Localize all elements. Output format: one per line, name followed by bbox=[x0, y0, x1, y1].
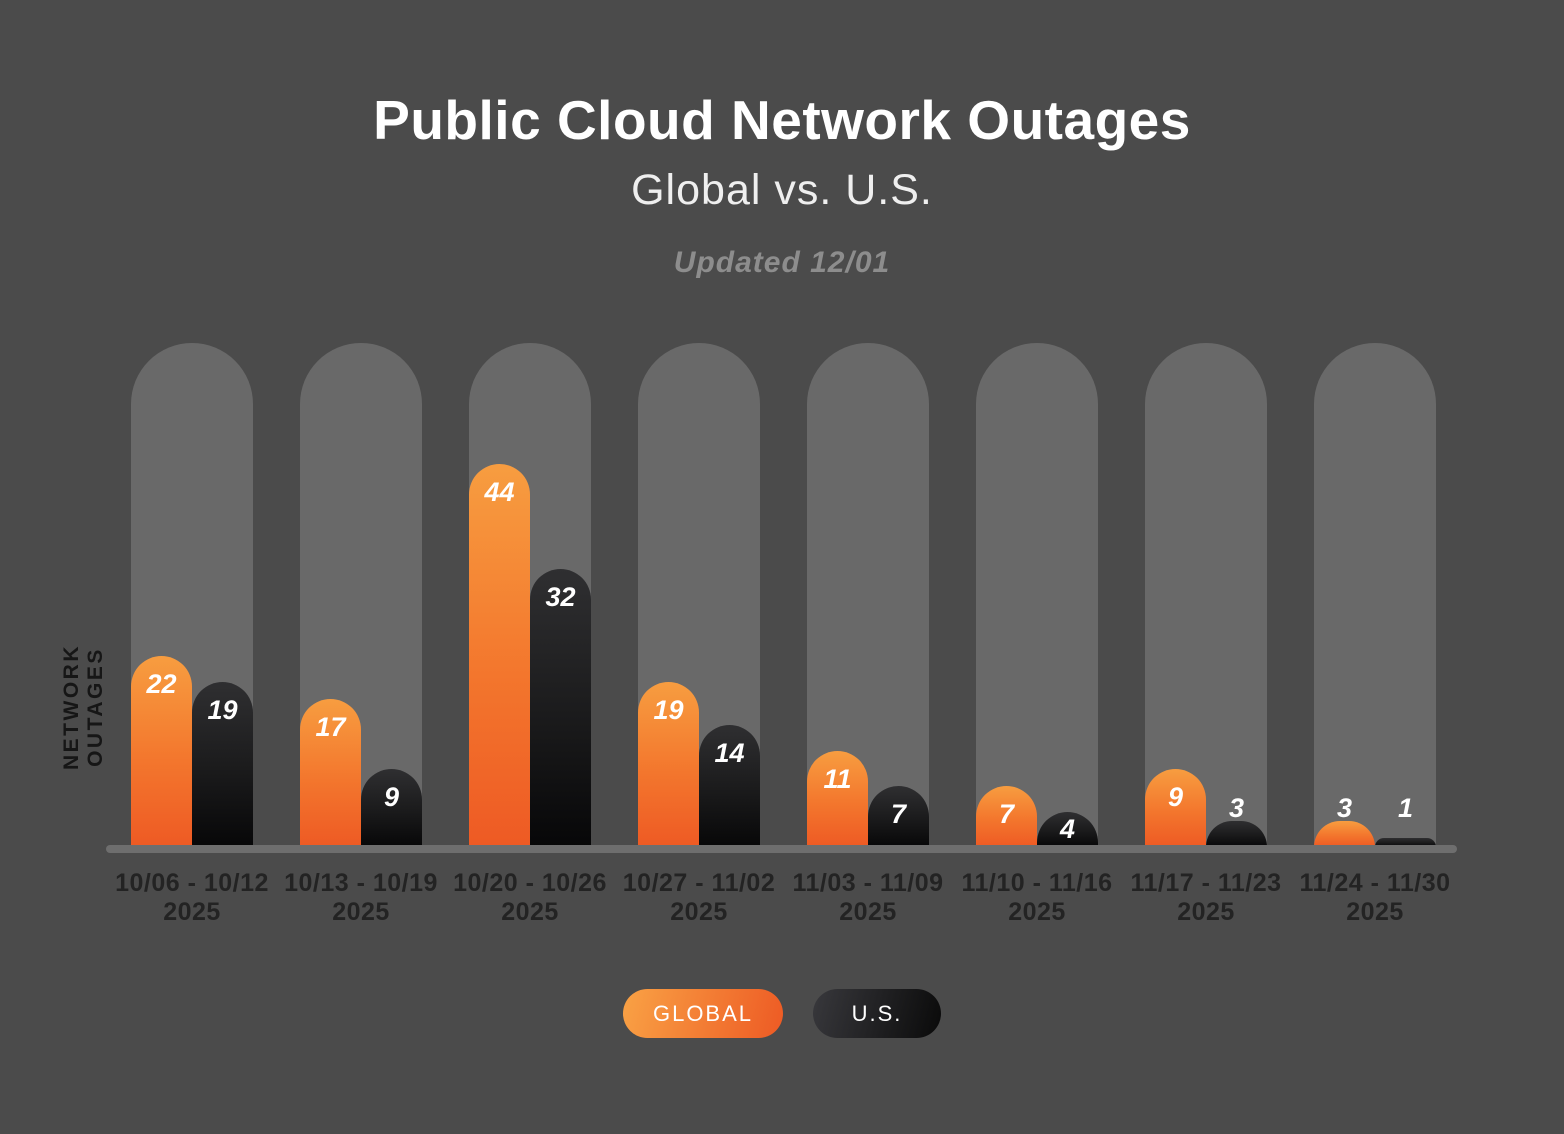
bar-us bbox=[1375, 838, 1436, 847]
value-label-global: 19 bbox=[653, 694, 684, 725]
value-label-global: 7 bbox=[998, 798, 1015, 829]
bar-global bbox=[976, 786, 1037, 847]
chart-subtitle: Global vs. U.S. bbox=[631, 166, 933, 214]
bar-us bbox=[699, 725, 760, 847]
value-label-us: 14 bbox=[714, 737, 745, 768]
x-axis-baseline bbox=[106, 845, 1457, 853]
value-label-us: 9 bbox=[383, 781, 400, 812]
value-label-us: 3 bbox=[1228, 793, 1245, 823]
value-label-global: 9 bbox=[1167, 781, 1184, 812]
x-tick-label: 11/24 - 11/30 2025 bbox=[1299, 869, 1451, 926]
chart-legend: GLOBAL U.S. bbox=[0, 989, 1564, 1038]
track-column bbox=[976, 343, 1098, 847]
bar-us bbox=[530, 569, 591, 847]
x-tick-label: 10/06 - 10/12 2025 bbox=[115, 869, 269, 926]
bar-group: 11 7 11/03 - 11/09 2025 bbox=[792, 343, 943, 926]
bar-group: 19 14 10/27 - 11/02 2025 bbox=[623, 343, 775, 926]
track-column bbox=[1314, 343, 1436, 847]
bar-global bbox=[300, 699, 361, 847]
x-tick-label: 10/20 - 10/26 2025 bbox=[453, 869, 607, 926]
bar-group: 9 3 11/17 - 11/23 2025 bbox=[1130, 343, 1281, 926]
value-label-global: 17 bbox=[315, 711, 346, 742]
updated-annotation: Updated 12/01 bbox=[673, 246, 891, 279]
bar-global bbox=[807, 751, 868, 847]
bar-group: 7 4 11/10 - 11/16 2025 bbox=[961, 343, 1112, 926]
bar-global bbox=[1145, 769, 1206, 847]
legend-item-global: GLOBAL bbox=[622, 989, 784, 1038]
value-label-global: 22 bbox=[146, 668, 177, 699]
bar-us bbox=[868, 786, 929, 847]
bar-group: 17 9 10/13 - 10/19 2025 bbox=[284, 343, 437, 926]
x-tick-label: 10/13 - 10/19 2025 bbox=[284, 869, 438, 926]
bar-global bbox=[131, 656, 192, 847]
bar-global bbox=[469, 464, 530, 847]
value-label-global: 3 bbox=[1336, 793, 1353, 823]
value-label-us: 19 bbox=[207, 694, 238, 725]
bar-group: 44 32 10/20 - 10/26 2025 bbox=[453, 343, 606, 926]
bar-group: 22 19 10/06 - 10/12 2025 bbox=[115, 343, 268, 926]
value-label-us: 1 bbox=[1397, 793, 1414, 823]
x-tick-label: 11/17 - 11/23 2025 bbox=[1130, 869, 1282, 926]
x-tick-label: 10/27 - 11/02 2025 bbox=[622, 869, 776, 926]
bar-us bbox=[361, 769, 422, 847]
bar-us bbox=[192, 682, 253, 847]
track-column bbox=[1145, 343, 1267, 847]
value-label-us: 32 bbox=[545, 581, 576, 612]
bar-group: 3 1 11/24 - 11/30 2025 bbox=[1299, 343, 1450, 926]
value-label-global: 11 bbox=[823, 763, 852, 794]
value-label-global: 44 bbox=[484, 476, 515, 507]
value-label-us: 4 bbox=[1059, 814, 1076, 844]
x-tick-label: 11/03 - 11/09 2025 bbox=[792, 869, 944, 926]
bar-global bbox=[638, 682, 699, 847]
chart-title: Public Cloud Network Outages bbox=[373, 89, 1191, 151]
value-label-us: 7 bbox=[890, 798, 907, 829]
x-tick-label: 11/10 - 11/16 2025 bbox=[961, 869, 1113, 926]
legend-item-us: U.S. bbox=[813, 989, 942, 1038]
